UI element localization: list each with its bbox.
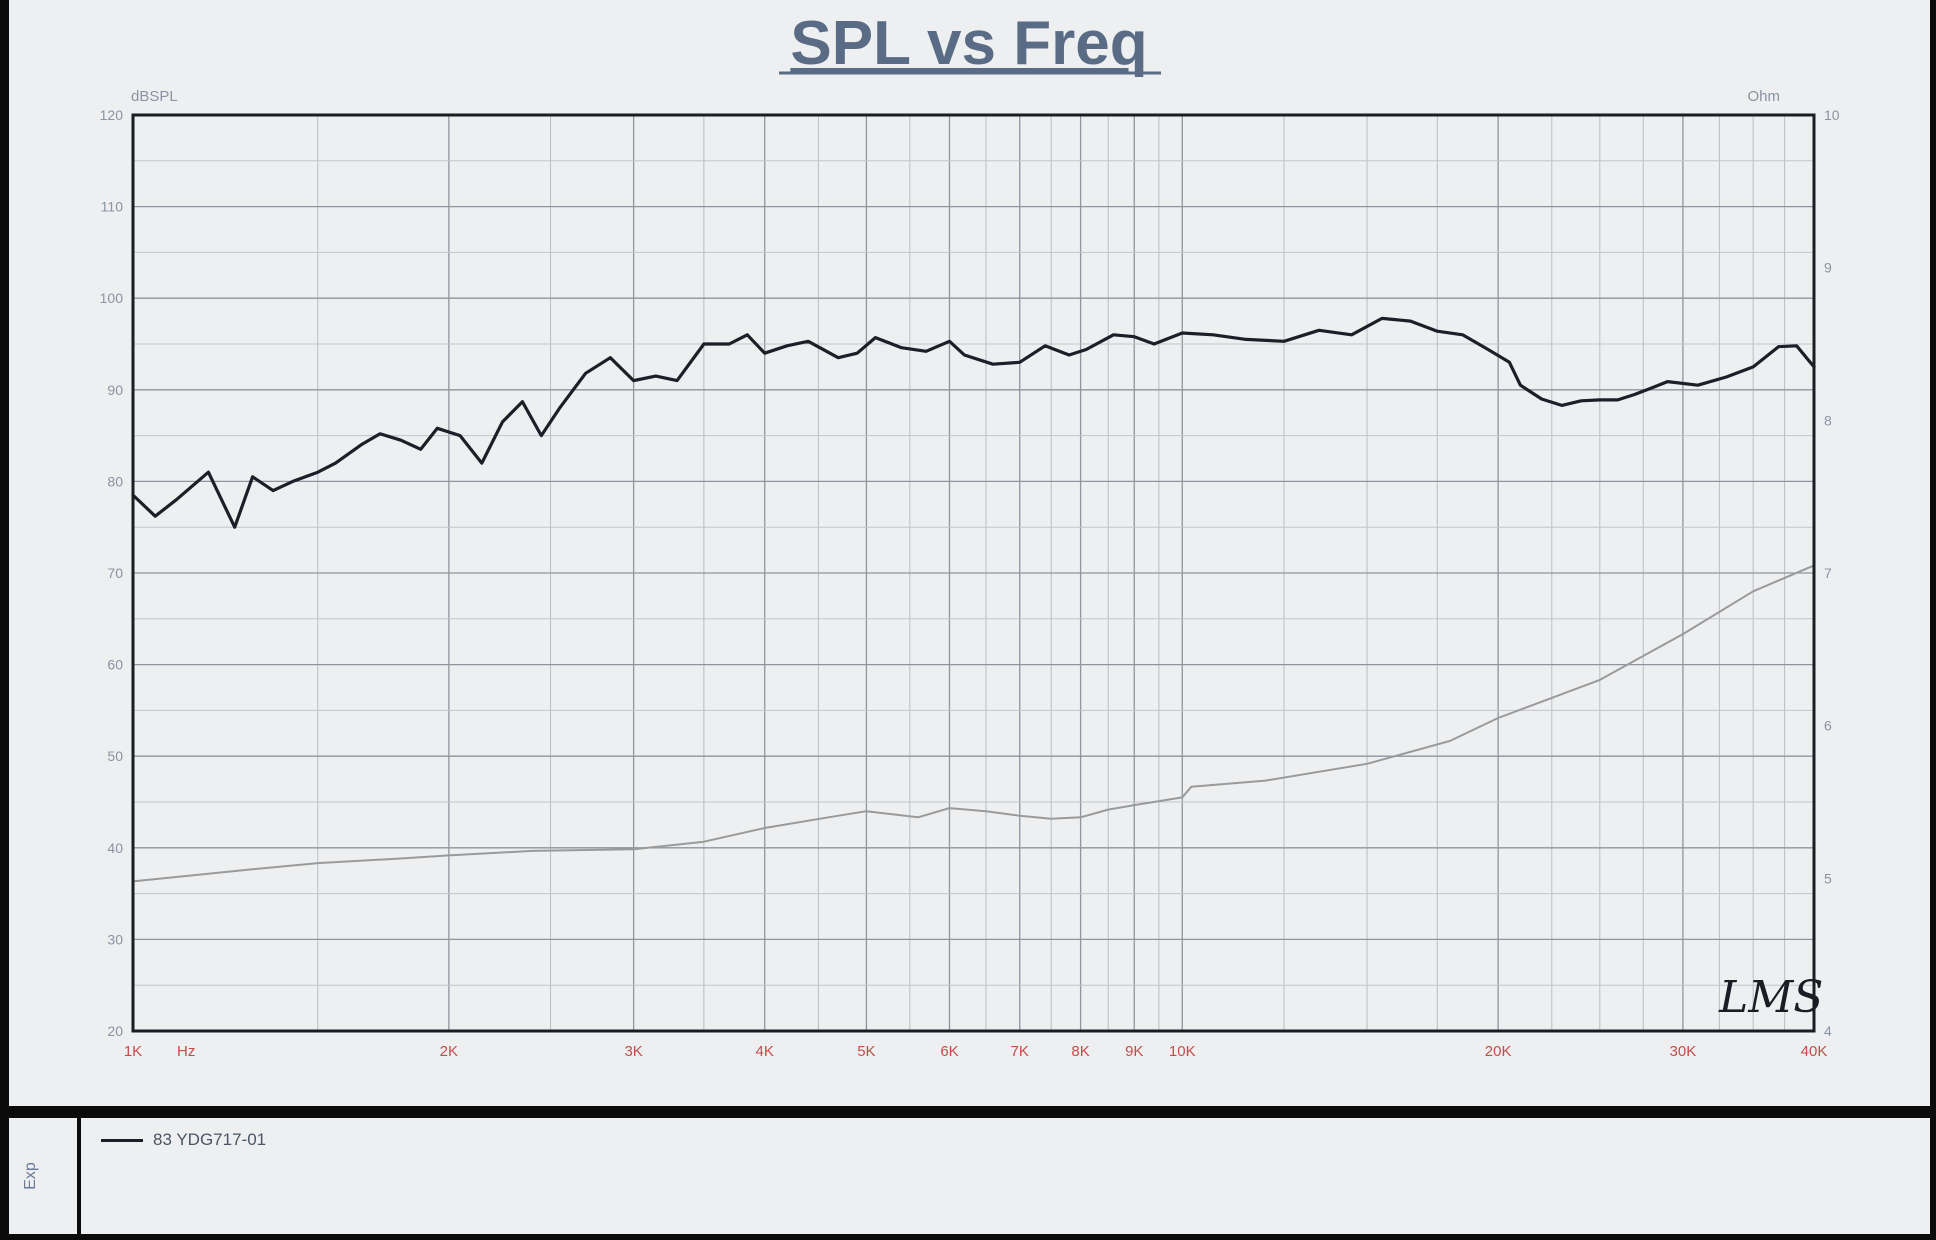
x-tick-label: 20K bbox=[1485, 1043, 1512, 1060]
x-tick-label: 9K bbox=[1125, 1043, 1143, 1060]
x-tick-label: 1K bbox=[124, 1043, 142, 1060]
legend-entry[interactable]: 83 YDG717-01 bbox=[101, 1130, 266, 1150]
y-right-tick-label: 4 bbox=[1824, 1023, 1832, 1039]
y-left-tick-label: 100 bbox=[100, 290, 124, 306]
x-unit-label: Hz bbox=[177, 1043, 195, 1060]
legend-panel: Exp 83 YDG717-01 bbox=[9, 1118, 1930, 1234]
legend-side-label: Exp bbox=[22, 1162, 39, 1190]
y-left-tick-label: 80 bbox=[107, 473, 123, 489]
y-left-tick-label: 30 bbox=[107, 931, 123, 947]
y-left-tick-label: 20 bbox=[107, 1023, 123, 1039]
plot-frame bbox=[131, 113, 1816, 1033]
x-tick-label: 6K bbox=[940, 1043, 958, 1060]
x-tick-label: 2K bbox=[440, 1043, 458, 1060]
spl-series-line bbox=[131, 316, 1816, 529]
x-tick-label: 8K bbox=[1071, 1043, 1089, 1060]
legend-side-bar: Exp bbox=[9, 1118, 81, 1234]
y-right-tick-label: 9 bbox=[1824, 260, 1832, 276]
x-tick-label: 40K bbox=[1801, 1043, 1828, 1060]
y-right-tick-label: 5 bbox=[1824, 870, 1832, 886]
x-tick-label: 10K bbox=[1169, 1043, 1196, 1060]
y-left-tick-label: 90 bbox=[107, 382, 123, 398]
chart-title: SPL vs Freq bbox=[790, 9, 1147, 78]
y-left-tick-label: 110 bbox=[101, 199, 124, 215]
spl-chart: SPL vs Freq dBSPL Ohm Hz 1K 2K 3K 4K 5K 6K 7K 8… bbox=[100, 9, 1840, 1060]
y-left-tick-label: 40 bbox=[107, 840, 123, 856]
impedance-series-line bbox=[132, 564, 1815, 883]
y-right-tick-label: 7 bbox=[1824, 565, 1832, 581]
right-axis-unit: Ohm bbox=[1747, 88, 1780, 105]
legend-entry-label: 83 YDG717-01 bbox=[153, 1130, 267, 1149]
y-left-tick-label: 60 bbox=[107, 657, 123, 673]
legend-swatch bbox=[101, 1138, 143, 1142]
y-left-tick-label: 70 bbox=[107, 565, 123, 581]
x-tick-label: 30K bbox=[1670, 1043, 1697, 1060]
x-tick-label: 7K bbox=[1011, 1043, 1029, 1060]
left-axis-unit: dBSPL bbox=[131, 88, 178, 105]
lms-watermark: LMS bbox=[1718, 972, 1823, 1023]
y-left-tick-label: 120 bbox=[100, 107, 124, 123]
y-right-tick-label: 10 bbox=[1824, 107, 1840, 123]
y-right-tick-label: 8 bbox=[1824, 412, 1832, 428]
chart-panel: SPL vs Freq dBSPL Ohm Hz 1K 2K 3K 4K 5K 6K 7K 8… bbox=[9, 0, 1930, 1106]
y-left-tick-label: 50 bbox=[107, 748, 123, 764]
x-tick-label: 4K bbox=[756, 1043, 774, 1060]
x-tick-label: 5K bbox=[857, 1043, 875, 1060]
y-right-tick-label: 6 bbox=[1824, 718, 1832, 734]
x-tick-label: 3K bbox=[624, 1043, 642, 1060]
